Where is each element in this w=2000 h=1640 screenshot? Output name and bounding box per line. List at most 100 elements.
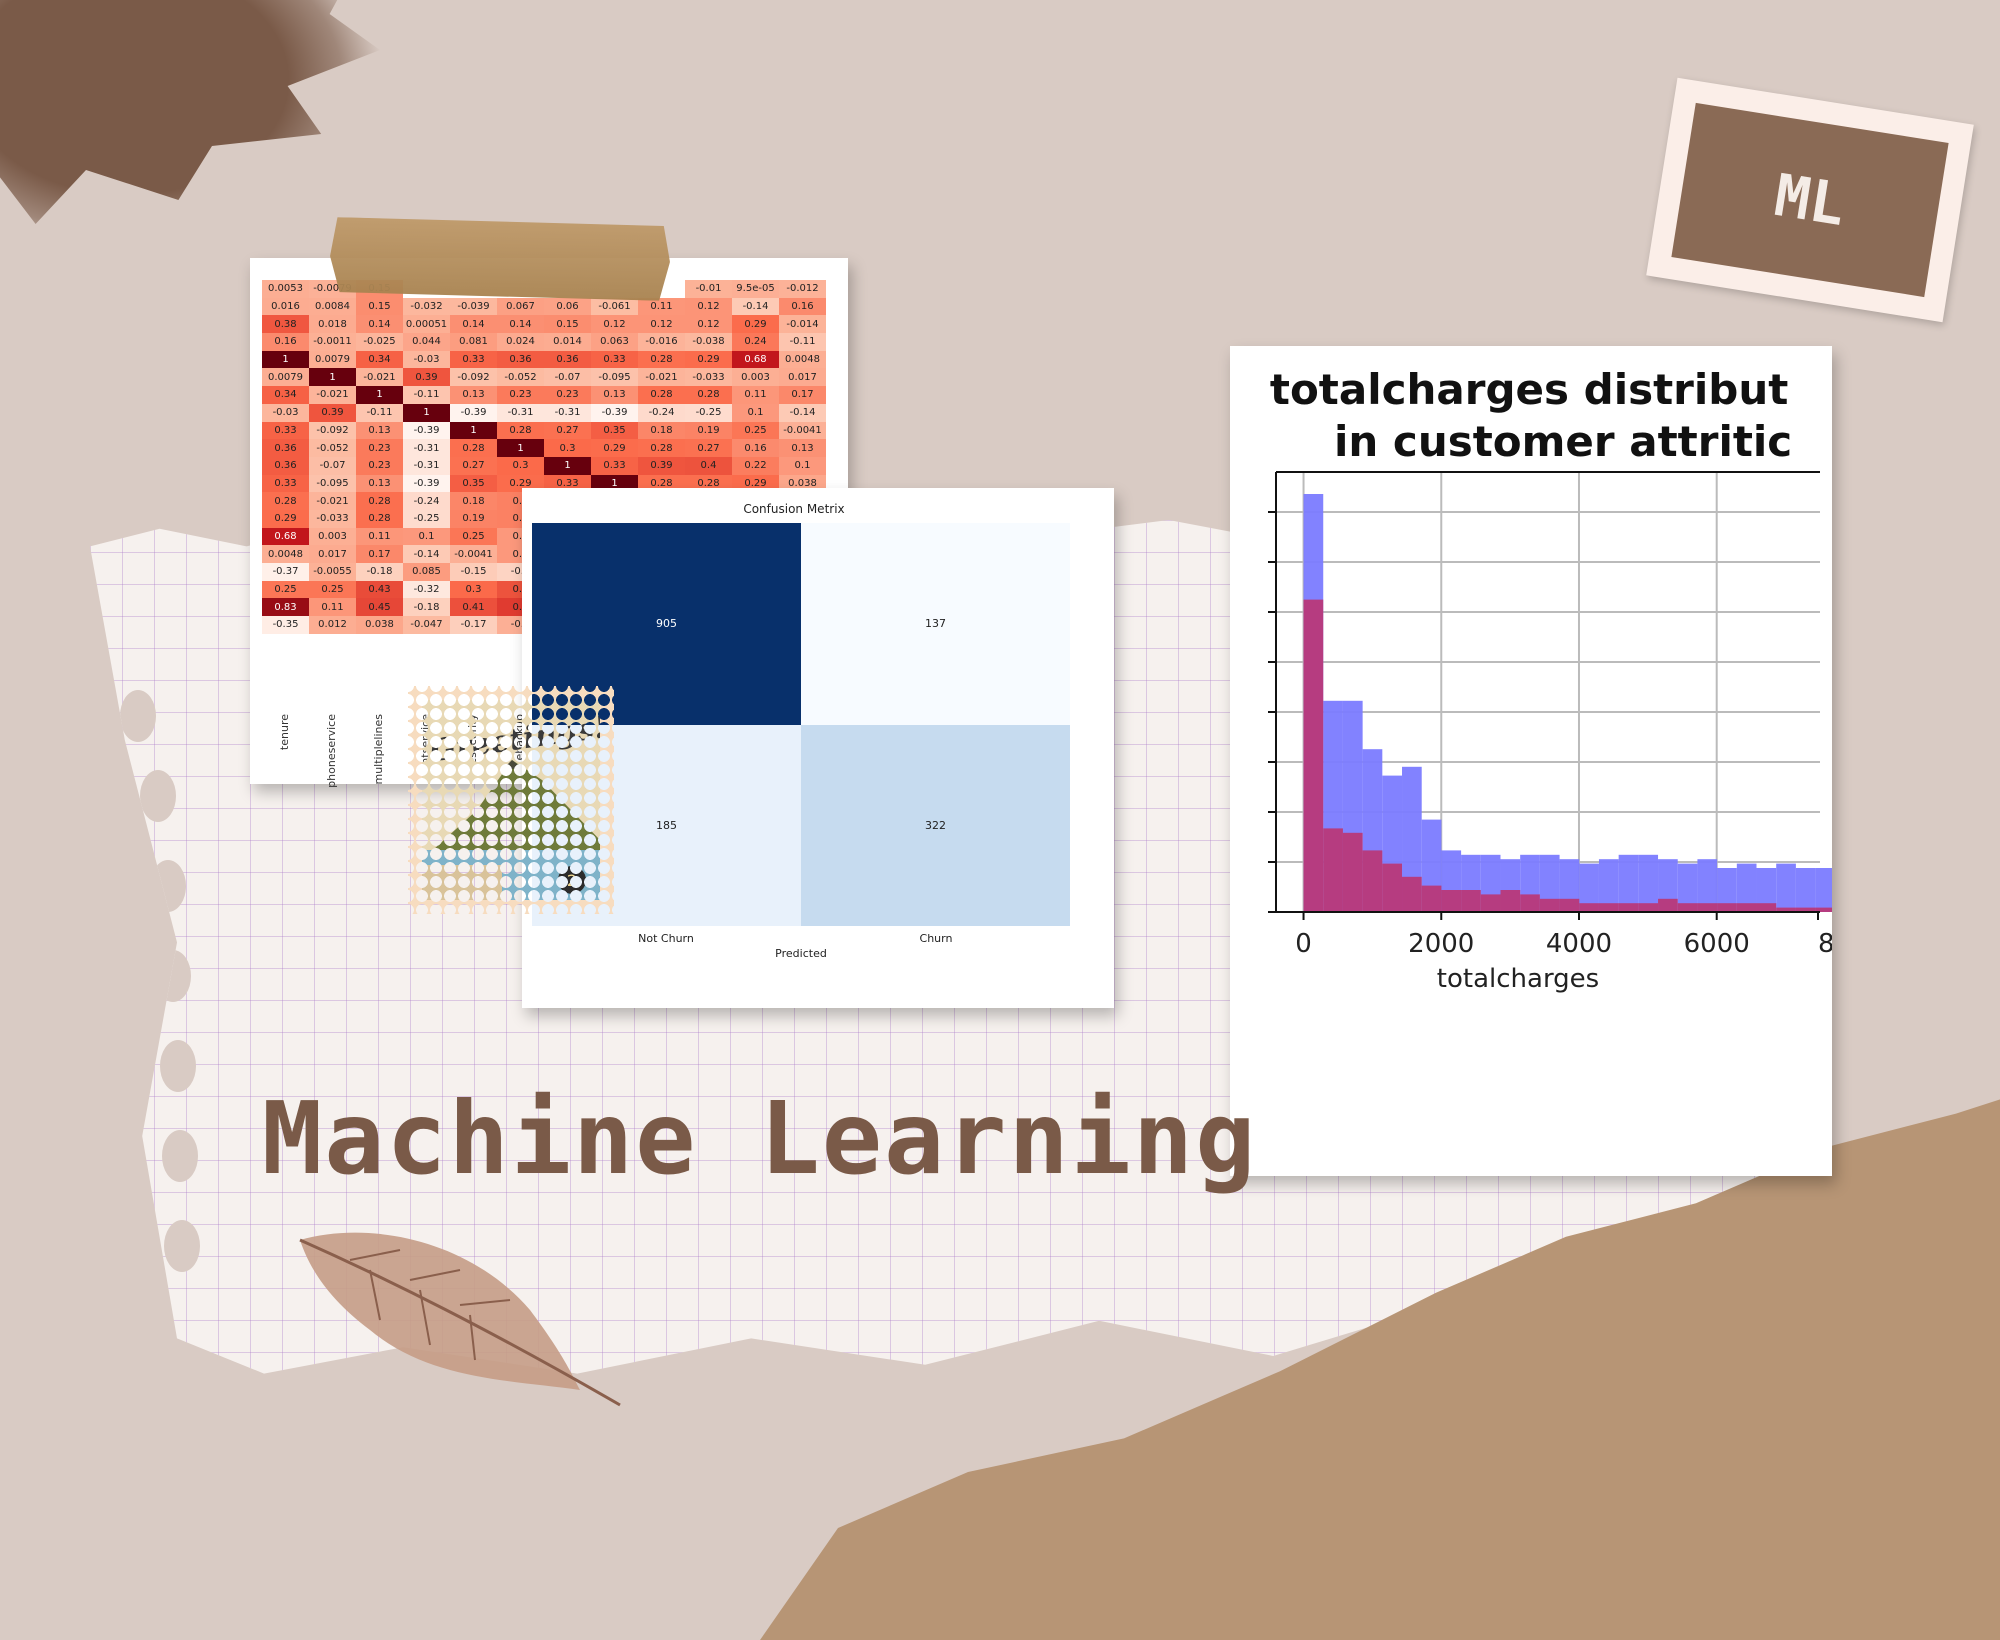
heatmap-cell: 0.36: [544, 350, 591, 369]
heatmap-cell: -0.39: [450, 403, 497, 422]
heatmap-cell: -0.03: [403, 350, 450, 369]
heatmap-cell: -0.092: [309, 421, 356, 440]
heatmap-cell: 0.33: [262, 474, 309, 493]
heatmap-cell: -0.038: [685, 333, 732, 351]
heatmap-cell: -0.39: [403, 474, 450, 493]
heatmap-cell: -0.31: [403, 456, 450, 475]
heatmap-cell: 1: [262, 350, 309, 369]
ml-stamp-inner: ML: [1671, 102, 1949, 298]
heatmap-cell: -0.07: [309, 456, 356, 475]
heatmap-cell: 0.1: [732, 403, 779, 422]
heatmap-cell: 0.18: [638, 421, 685, 440]
histogram-bar: [1579, 863, 1599, 912]
histogram-bar: [1598, 859, 1619, 912]
heatmap-cell: 1: [309, 368, 356, 387]
heatmap-cell: 0.33: [262, 421, 309, 440]
histogram-xtick-label: 4000: [1546, 929, 1612, 959]
heatmap-cell: 0.33: [544, 474, 591, 493]
heatmap-cell: 0.39: [309, 403, 356, 422]
heatmap-cell: -0.092: [450, 368, 497, 387]
cm-xtick-churn: Churn: [919, 932, 953, 945]
heatmap-cell: 0.0079: [309, 350, 356, 369]
heatmap-cell: 0.18: [450, 492, 497, 510]
heatmap-cell: -0.11: [403, 386, 450, 404]
heatmap-cell: 0.13: [356, 421, 403, 440]
heatmap-cell: -0.07: [544, 368, 591, 387]
heatmap-cell: 0.33: [591, 350, 638, 369]
heatmap-cell: -0.25: [403, 509, 450, 528]
heatmap-cell: -0.14: [403, 545, 450, 563]
heatmap-cell: -0.021: [638, 368, 685, 387]
heatmap-cell: 0.17: [779, 386, 826, 404]
histogram-bar: [1658, 898, 1678, 912]
heatmap-cell: 0.23: [544, 386, 591, 404]
heatmap-cell: 0.36: [497, 350, 544, 369]
histogram-bar: [1717, 868, 1737, 912]
histogram-title-line1: totalcharges distribut: [1269, 365, 1789, 414]
heatmap-cell: 0.12: [685, 297, 732, 316]
histogram-title-line2: in customer attritic: [1334, 417, 1793, 466]
heatmap-cell: 0.15: [544, 315, 591, 334]
heatmap-cell: 1: [403, 403, 450, 422]
heatmap-cell: 0.28: [262, 492, 309, 510]
histogram-bar: [1638, 854, 1659, 912]
heatmap-cell: -0.31: [544, 403, 591, 422]
heatmap-cell: 0.27: [685, 439, 732, 457]
heatmap-cell: 0.0079: [262, 368, 309, 387]
heatmap-cell: -0.0055: [309, 563, 356, 581]
heatmap-cell: 0.0053: [262, 280, 309, 298]
histogram-bar: [1402, 766, 1422, 912]
heatmap-cell: 1: [591, 474, 638, 493]
heatmap-cell: -0.016: [638, 333, 685, 351]
heatmap-cell: 0.12: [591, 315, 638, 334]
histogram-bar: [1441, 890, 1462, 912]
heatmap-cell: -0.32: [403, 580, 450, 599]
histogram-bar: [1736, 903, 1757, 912]
heatmap-cell: 0.35: [591, 421, 638, 440]
heatmap-cell: 0.16: [732, 439, 779, 457]
heatmap-cell: 0.15: [356, 297, 403, 316]
heatmap-cell: -0.25: [685, 403, 732, 422]
cm-cell-fp: 137: [801, 523, 1070, 725]
heatmap-cell: 0.28: [638, 474, 685, 493]
heatmap-cell: 0.38: [262, 315, 309, 334]
heatmap-cell: -0.039: [450, 297, 497, 316]
heatmap-cell: 1: [544, 456, 591, 475]
heatmap-cell: 0.33: [591, 456, 638, 475]
leaf-illustration-icon: [299, 1232, 621, 1407]
cm-xtick-not-churn: Not Churn: [638, 932, 694, 945]
heatmap-cell: 0.018: [309, 315, 356, 334]
confusion-matrix-card: Confusion Metrix 905 137 185 322 Not Chu…: [522, 488, 1114, 1008]
heatmap-cell: 0.24: [732, 333, 779, 351]
heatmap-cell: 0.13: [450, 386, 497, 404]
histogram-xtick-label: 2000: [1408, 929, 1474, 959]
heatmap-cell: 0.017: [309, 545, 356, 563]
heatmap-cell: 0.06: [544, 297, 591, 316]
heatmap-cell: 0.43: [356, 580, 403, 599]
heatmap-cell: 0.29: [591, 439, 638, 457]
heatmap-cell: -0.025: [356, 333, 403, 351]
heatmap-cell: -0.24: [403, 492, 450, 510]
heatmap-cell: 0.038: [779, 474, 826, 493]
heatmap-cell: 0.28: [450, 439, 497, 457]
histogram-bar: [1520, 894, 1540, 912]
histogram-bar: [1677, 863, 1698, 912]
ml-stamp: ML: [1646, 77, 1974, 323]
heatmap-cell: 0.014: [544, 333, 591, 351]
histogram-bar: [1677, 903, 1698, 912]
heatmap-cell: -0.24: [638, 403, 685, 422]
heatmap-cell: 0.038: [356, 616, 403, 634]
heatmap-cell: 0.25: [450, 527, 497, 546]
histogram-bar: [1815, 868, 1832, 912]
histogram-bar: [1559, 898, 1580, 912]
heatmap-cell: -0.0041: [779, 421, 826, 440]
heatmap-cell: -0.03: [262, 403, 309, 422]
heatmap-cell: 0.83: [262, 598, 309, 617]
heatmap-cell: -0.31: [497, 403, 544, 422]
heatmap-cell: 0.00051: [403, 315, 450, 334]
heatmap-cell: 0.067: [497, 297, 544, 316]
heatmap-axis-label: multiplelines: [372, 714, 385, 785]
heatmap-cell: 0.39: [638, 456, 685, 475]
binder-hole: [160, 1040, 196, 1092]
heatmap-cell: -0.032: [403, 297, 450, 316]
